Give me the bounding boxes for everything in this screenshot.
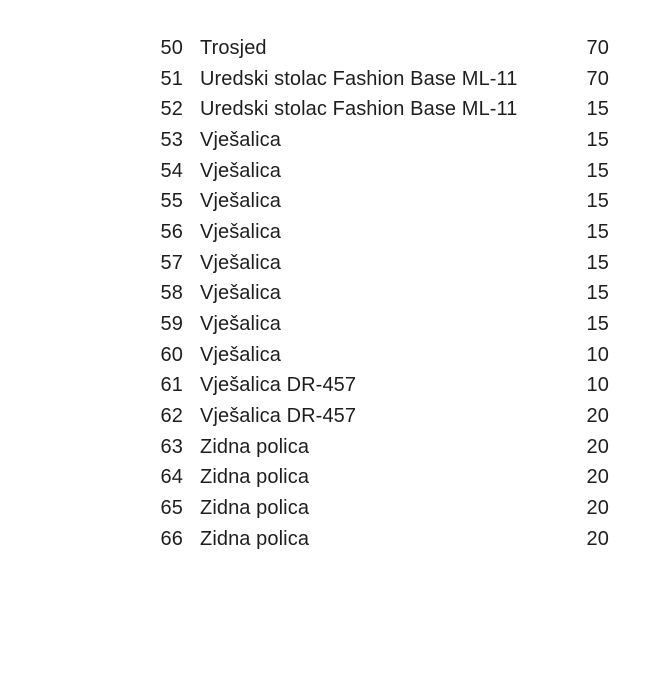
table-row: 60 Vješalica 10 — [160, 340, 609, 371]
table-row: 54 Vješalica 15 — [160, 156, 609, 187]
row-number: 53 — [160, 128, 183, 151]
item-quantity: 15 — [586, 313, 609, 336]
item-name: Zidna polica — [200, 497, 310, 520]
item-name: Vješalica — [200, 282, 281, 305]
row-number: 58 — [160, 282, 183, 305]
item-quantity: 10 — [586, 343, 609, 366]
item-name: Zidna polica — [200, 466, 310, 489]
row-number: 54 — [160, 159, 183, 182]
row-number: 51 — [160, 67, 183, 90]
item-name: Vješalica — [200, 313, 281, 336]
row-number: 63 — [160, 435, 183, 458]
table-row: 51 Uredski stolac Fashion Base ML-11 70 — [160, 64, 609, 95]
item-quantity: 20 — [586, 497, 609, 520]
row-number: 64 — [160, 466, 183, 489]
row-number: 59 — [160, 313, 183, 336]
item-name: Vješalica — [200, 190, 281, 213]
item-name: Uredski stolac Fashion Base ML-11 — [200, 98, 518, 121]
item-quantity: 15 — [586, 220, 609, 243]
item-quantity: 15 — [586, 251, 609, 274]
row-number: 62 — [160, 405, 183, 428]
table-row: 56 Vješalica 15 — [160, 217, 609, 248]
item-name: Vješalica DR-457 — [200, 405, 357, 428]
row-number: 61 — [160, 374, 183, 397]
table-row: 57 Vješalica 15 — [160, 248, 609, 279]
row-number: 65 — [160, 497, 183, 520]
table-row: 58 Vješalica 15 — [160, 279, 609, 310]
row-number: 52 — [160, 98, 183, 121]
table-row: 55 Vješalica 15 — [160, 186, 609, 217]
item-name: Zidna polica — [200, 527, 310, 550]
table-row: 62 Vješalica DR-457 20 — [160, 401, 609, 432]
table-row: 61 Vješalica DR-457 10 — [160, 371, 609, 402]
row-number: 56 — [160, 220, 183, 243]
item-name: Vješalica — [200, 128, 281, 151]
table-row: 50 Trosjed 70 — [160, 33, 609, 64]
item-name: Vješalica — [200, 251, 281, 274]
table-row: 52 Uredski stolac Fashion Base ML-11 15 — [160, 94, 609, 125]
table-row: 66 Zidna polica 20 — [160, 524, 609, 555]
item-quantity: 15 — [586, 98, 609, 121]
item-quantity: 10 — [586, 374, 609, 397]
item-quantity: 70 — [586, 36, 609, 59]
item-quantity: 20 — [586, 466, 609, 489]
table-row: 64 Zidna polica 20 — [160, 463, 609, 494]
row-number: 66 — [160, 527, 183, 550]
item-quantity: 20 — [586, 405, 609, 428]
table-row: 65 Zidna polica 20 — [160, 493, 609, 524]
item-quantity: 20 — [586, 435, 609, 458]
table-row: 59 Vješalica 15 — [160, 309, 609, 340]
item-quantity: 70 — [586, 67, 609, 90]
table-row: 63 Zidna polica 20 — [160, 432, 609, 463]
row-number: 60 — [160, 343, 183, 366]
item-name: Vješalica — [200, 159, 281, 182]
item-name: Vješalica — [200, 343, 281, 366]
item-quantity: 15 — [586, 282, 609, 305]
item-quantity: 15 — [586, 159, 609, 182]
row-number: 57 — [160, 251, 183, 274]
row-number: 55 — [160, 190, 183, 213]
item-quantity: 15 — [586, 190, 609, 213]
table-row: 53 Vješalica 15 — [160, 125, 609, 156]
item-name: Uredski stolac Fashion Base ML-11 — [200, 67, 518, 90]
item-name: Trosjed — [200, 36, 267, 59]
item-quantity: 20 — [586, 527, 609, 550]
inventory-list: 50 Trosjed 70 51 Uredski stolac Fashion … — [160, 33, 609, 555]
item-name: Vješalica — [200, 220, 281, 243]
row-number: 50 — [160, 36, 183, 59]
item-name: Zidna polica — [200, 435, 310, 458]
item-quantity: 15 — [586, 128, 609, 151]
item-name: Vješalica DR-457 — [200, 374, 357, 397]
